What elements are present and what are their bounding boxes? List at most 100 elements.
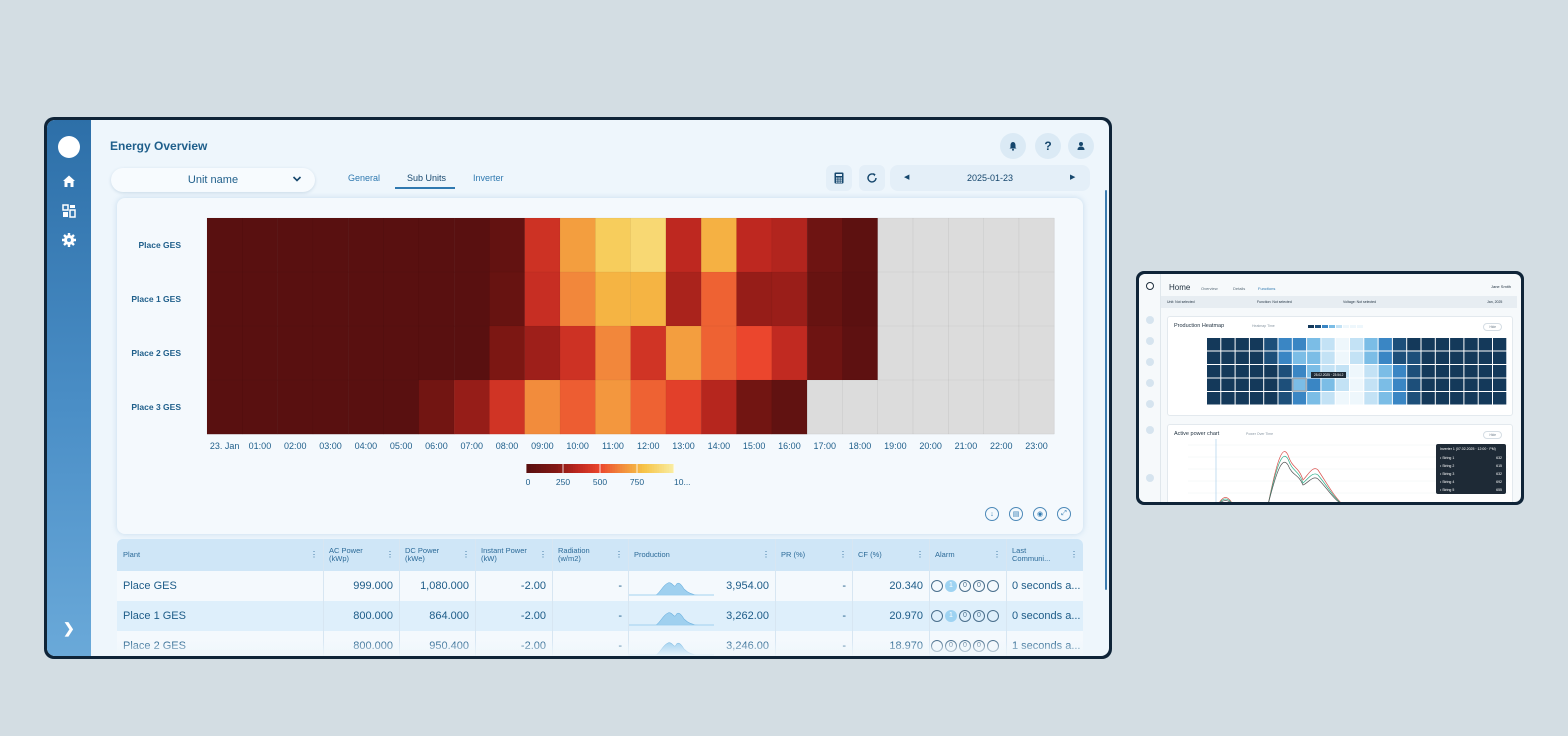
column-header-instant-power[interactable]: Instant Power (kW) ⋮ — [475, 539, 552, 571]
mini-heatmap-cell[interactable] — [1264, 392, 1278, 405]
heatmap-cell[interactable] — [665, 272, 702, 327]
heatmap-cell[interactable] — [454, 272, 490, 327]
secondary-tab-overview[interactable]: Overview — [1201, 286, 1218, 291]
secondary-tab-functions[interactable]: Functions — [1258, 286, 1276, 291]
heatmap-cell[interactable] — [524, 380, 561, 435]
heatmap-cell[interactable] — [560, 272, 596, 327]
mini-heatmap-cell[interactable] — [1478, 378, 1492, 392]
mini-heatmap-cell[interactable] — [1207, 338, 1221, 351]
alarm-dot[interactable] — [987, 580, 999, 592]
table-row[interactable]: Place GES 999.000 1,080.000 -2.00-3,954.00-… — [117, 571, 1083, 601]
heatmap-cell[interactable] — [560, 218, 596, 273]
mini-heatmap-cell[interactable] — [1321, 351, 1335, 365]
heatmap-cell[interactable] — [383, 218, 420, 273]
unit-select[interactable]: Unit name — [111, 168, 315, 192]
heatmap-cell[interactable] — [701, 326, 737, 381]
unit-filter[interactable]: Unit: Not selected — [1167, 300, 1195, 304]
heatmap-cell[interactable] — [630, 272, 667, 327]
mini-heatmap-cell[interactable] — [1435, 365, 1450, 378]
mini-heatmap-cell[interactable] — [1364, 338, 1378, 351]
heatmap-cell[interactable] — [454, 326, 490, 381]
heatmap-cell[interactable] — [595, 326, 631, 381]
heatmap-cell[interactable] — [877, 218, 914, 273]
fullscreen-button[interactable]: ⤢ — [1057, 507, 1071, 521]
mini-heatmap-cell[interactable] — [1307, 378, 1321, 392]
heatmap-cell[interactable] — [277, 218, 314, 273]
heatmap-cell[interactable] — [418, 380, 455, 435]
mini-heatmap-cell[interactable] — [1392, 351, 1407, 365]
heatmap-cell[interactable] — [630, 326, 667, 381]
heatmap-cell[interactable] — [701, 218, 737, 273]
mini-heatmap-cell[interactable] — [1264, 338, 1278, 351]
mini-heatmap-cell[interactable] — [1464, 365, 1478, 378]
mini-heatmap-cell[interactable] — [1493, 378, 1507, 392]
heatmap-cell[interactable] — [1018, 272, 1055, 327]
heatmap-cell[interactable] — [1018, 380, 1055, 435]
mini-heatmap-cell[interactable] — [1364, 365, 1378, 378]
calculator-button[interactable] — [826, 165, 852, 191]
column-header-cf[interactable]: CF (%) ⋮ — [852, 539, 929, 571]
heatmap-cell[interactable] — [736, 218, 773, 273]
mini-heatmap-cell[interactable] — [1435, 392, 1450, 405]
mini-heatmap-cell[interactable] — [1435, 338, 1450, 351]
mini-heatmap-cell[interactable] — [1421, 338, 1435, 351]
column-menu-icon[interactable]: ⋮ — [916, 550, 924, 559]
notifications-button[interactable] — [1000, 133, 1026, 159]
column-header-radiation[interactable]: Radiation (w/m2) ⋮ — [552, 539, 628, 571]
dashboard-icon[interactable] — [61, 203, 77, 219]
column-header-dc-power[interactable]: DC Power (kWe) ⋮ — [399, 539, 475, 571]
voltage-filter[interactable]: Voltage: Not selected — [1343, 300, 1377, 304]
heatmap-cell[interactable] — [877, 380, 914, 435]
help-button[interactable]: ? — [1035, 133, 1061, 159]
mini-heatmap-cell[interactable] — [1350, 351, 1364, 365]
home-icon[interactable] — [61, 173, 77, 189]
heatmap-cell[interactable] — [595, 380, 631, 435]
mini-heatmap-cell[interactable] — [1307, 392, 1321, 405]
heatmap-cell[interactable] — [630, 218, 667, 273]
heatmap-cell[interactable] — [630, 380, 667, 435]
mini-heatmap-cell[interactable] — [1435, 351, 1450, 365]
mini-heatmap-cell[interactable] — [1493, 351, 1507, 365]
settings-icon[interactable] — [61, 232, 77, 248]
heatmap-cell[interactable] — [701, 272, 737, 327]
mini-heatmap-cell[interactable] — [1478, 392, 1492, 405]
heatmap-cell[interactable] — [983, 380, 1020, 435]
mini-heatmap-cell[interactable] — [1235, 338, 1249, 351]
heatmap-cell[interactable] — [913, 326, 949, 381]
heatmap-cell[interactable] — [524, 326, 561, 381]
heatmap-cell[interactable] — [418, 272, 455, 327]
mini-heatmap-cell[interactable] — [1249, 351, 1264, 365]
mini-heatmap-cell[interactable] — [1407, 378, 1421, 392]
heatmap-cell[interactable] — [665, 218, 702, 273]
function-filter[interactable]: Function: Not selected — [1257, 300, 1292, 304]
mini-heatmap-cell[interactable] — [1335, 392, 1349, 405]
mini-heatmap-cell[interactable] — [1493, 338, 1507, 351]
expand-sidebar-button[interactable]: ❯ — [63, 620, 75, 636]
heatmap-cell[interactable] — [242, 218, 278, 273]
download-button[interactable]: ↓ — [985, 507, 999, 521]
mini-heatmap-cell[interactable] — [1478, 365, 1492, 378]
mini-heatmap-cell[interactable] — [1249, 392, 1264, 405]
heatmap-cell[interactable] — [595, 272, 631, 327]
reports-icon[interactable] — [1146, 426, 1154, 434]
heatmap-cell[interactable] — [913, 218, 949, 273]
mini-heatmap-cell[interactable] — [1478, 351, 1492, 365]
heatmap-cell[interactable] — [771, 272, 808, 327]
hide-button[interactable]: Hide — [1483, 323, 1502, 331]
mini-heatmap-cell[interactable] — [1292, 392, 1307, 405]
mini-heatmap-cell[interactable] — [1207, 351, 1221, 365]
heatmap-cell[interactable] — [277, 272, 314, 327]
column-menu-icon[interactable]: ⋮ — [993, 550, 1001, 559]
heatmap-cell[interactable] — [383, 380, 420, 435]
user-button[interactable] — [1068, 133, 1094, 159]
user-name[interactable]: Jane Smith — [1490, 284, 1511, 289]
heatmap-cell[interactable] — [348, 218, 384, 273]
tab-general[interactable]: General — [348, 173, 381, 183]
mini-heatmap-cell[interactable] — [1278, 338, 1292, 351]
heatmap-cell[interactable] — [489, 380, 525, 435]
heatmap-cell[interactable] — [842, 380, 878, 435]
maps-icon[interactable] — [1146, 379, 1154, 387]
heatmap-cell[interactable] — [348, 326, 384, 381]
column-header-plant[interactable]: Plant ⋮ — [117, 539, 323, 571]
mini-heatmap-cell[interactable] — [1407, 351, 1421, 365]
